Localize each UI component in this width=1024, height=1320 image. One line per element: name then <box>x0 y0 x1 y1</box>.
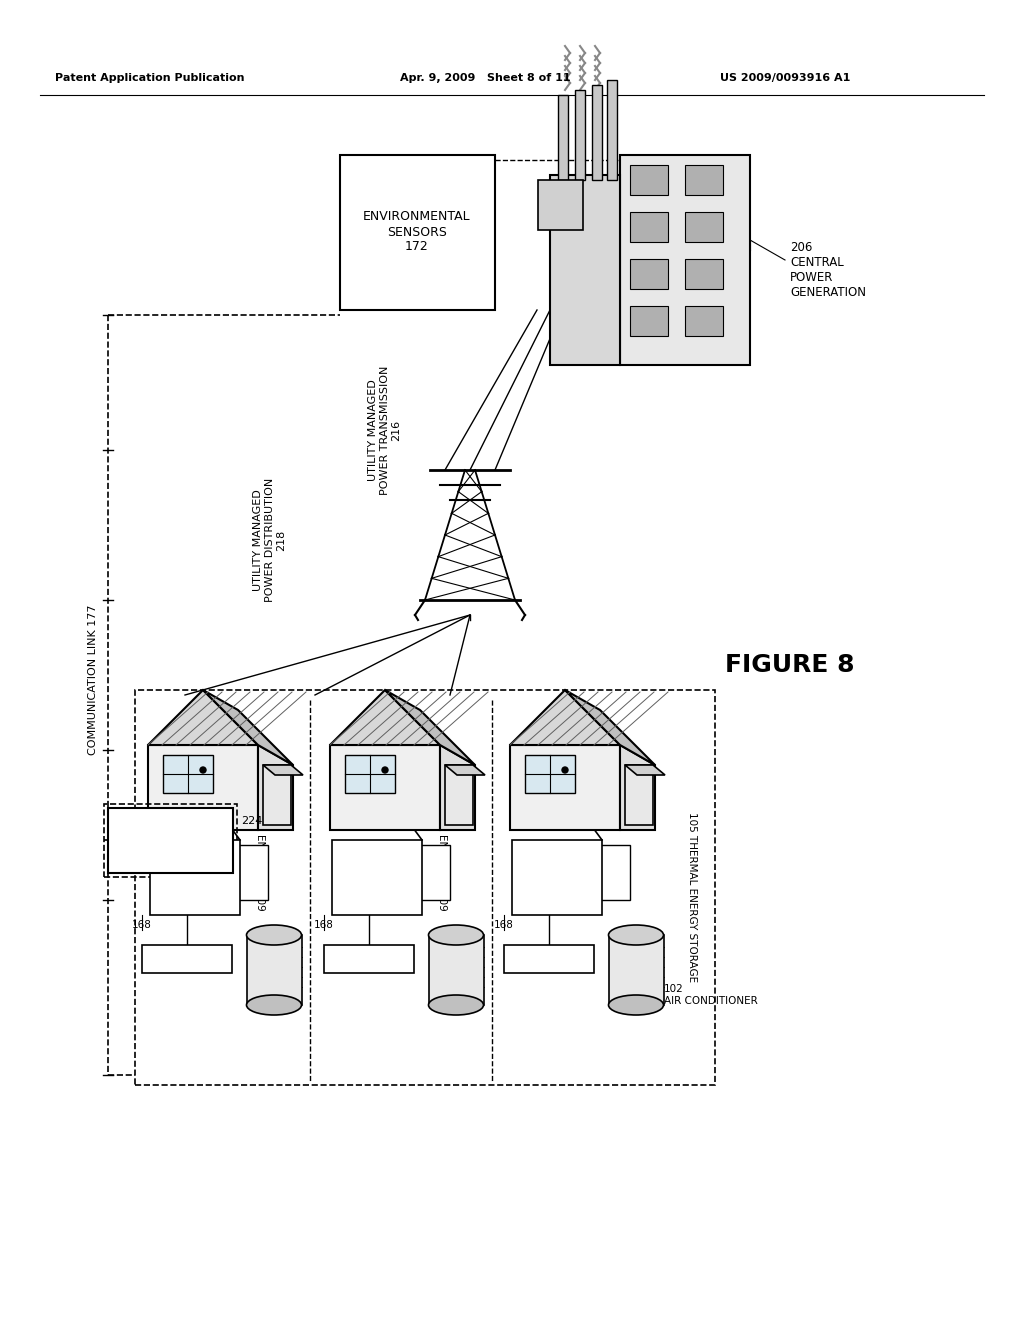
Bar <box>504 945 594 973</box>
Bar <box>625 766 653 825</box>
Ellipse shape <box>428 995 483 1015</box>
Ellipse shape <box>247 925 301 945</box>
Text: 168: 168 <box>314 920 334 931</box>
Text: 105 THERMAL ENERGY STORAGE: 105 THERMAL ENERGY STORAGE <box>687 812 697 982</box>
Bar <box>525 755 575 793</box>
Ellipse shape <box>428 925 483 945</box>
Bar <box>630 306 668 337</box>
Bar <box>685 306 723 337</box>
Text: 102
AIR CONDITIONER: 102 AIR CONDITIONER <box>664 985 758 1006</box>
Text: UTILITY MANAGED
POWER DISTRIBUTION
218: UTILITY MANAGED POWER DISTRIBUTION 218 <box>253 478 287 602</box>
Bar <box>630 259 668 289</box>
Bar <box>512 840 602 915</box>
Polygon shape <box>258 744 293 830</box>
Circle shape <box>382 767 388 774</box>
Bar <box>592 84 602 180</box>
Polygon shape <box>385 690 475 766</box>
Bar <box>429 935 484 1005</box>
Ellipse shape <box>608 925 664 945</box>
Text: 206
CENTRAL
POWER
GENERATION: 206 CENTRAL POWER GENERATION <box>790 242 866 300</box>
Polygon shape <box>445 766 485 775</box>
Bar <box>630 213 668 242</box>
Text: 172: 172 <box>243 851 261 862</box>
Circle shape <box>200 767 206 774</box>
Bar <box>108 808 233 873</box>
Polygon shape <box>620 744 655 830</box>
Text: CONTROLLER: CONTROLLER <box>514 954 584 964</box>
Bar <box>148 744 258 830</box>
Text: CONTROLLER: CONTROLLER <box>152 954 222 964</box>
Bar <box>233 845 268 900</box>
Text: 172: 172 <box>605 851 624 862</box>
Bar <box>247 935 302 1005</box>
Text: 102: 102 <box>264 990 284 1001</box>
Bar <box>685 213 723 242</box>
Polygon shape <box>148 690 258 744</box>
Circle shape <box>562 767 568 774</box>
Bar <box>135 690 715 1085</box>
Bar <box>104 804 237 876</box>
Text: END-USER 109: END-USER 109 <box>437 834 447 911</box>
Bar <box>550 176 620 366</box>
Ellipse shape <box>247 995 301 1015</box>
Bar <box>445 766 473 825</box>
Text: 102: 102 <box>626 990 646 1001</box>
Bar <box>415 845 450 900</box>
Polygon shape <box>625 766 665 775</box>
Bar <box>620 154 750 366</box>
Bar <box>558 95 568 180</box>
Bar <box>595 845 630 900</box>
Text: 168: 168 <box>494 920 514 931</box>
Text: ENVIRONMENTAL
SENSORS
172: ENVIRONMENTAL SENSORS 172 <box>364 210 471 253</box>
Bar <box>575 90 585 180</box>
Text: 172: 172 <box>368 898 386 908</box>
Text: Patent Application Publication: Patent Application Publication <box>55 73 245 83</box>
Bar <box>685 259 723 289</box>
Bar <box>150 840 240 915</box>
Text: 224: 224 <box>241 816 262 826</box>
Bar <box>330 744 440 830</box>
Bar <box>163 755 213 793</box>
Bar <box>340 154 495 310</box>
Bar <box>630 165 668 195</box>
Text: 172: 172 <box>185 898 205 908</box>
Bar <box>263 766 291 825</box>
Bar <box>332 840 422 915</box>
Bar <box>685 165 723 195</box>
Text: THIRD PARTY
MANAGEMENT CONTROL: THIRD PARTY MANAGEMENT CONTROL <box>105 829 234 851</box>
Ellipse shape <box>608 995 664 1015</box>
Text: US 2009/0093916 A1: US 2009/0093916 A1 <box>720 73 850 83</box>
Text: ENVIRONMENTAL
SENSORS: ENVIRONMENTAL SENSORS <box>153 861 238 883</box>
Bar <box>538 180 583 230</box>
Bar <box>510 744 620 830</box>
Bar <box>609 935 664 1005</box>
Text: COMMUNICATION LINK 177: COMMUNICATION LINK 177 <box>88 605 98 755</box>
Polygon shape <box>510 690 620 744</box>
Text: ENVIRONMENTAL
SENSORS: ENVIRONMENTAL SENSORS <box>515 861 599 883</box>
Text: ENVIRONMENTAL
SENSORS: ENVIRONMENTAL SENSORS <box>335 861 419 883</box>
Text: END-USER 109: END-USER 109 <box>255 834 265 911</box>
Polygon shape <box>263 766 303 775</box>
Polygon shape <box>203 690 293 766</box>
Text: Apr. 9, 2009   Sheet 8 of 11: Apr. 9, 2009 Sheet 8 of 11 <box>400 73 570 83</box>
Text: 172: 172 <box>425 851 443 862</box>
Polygon shape <box>330 690 440 744</box>
Polygon shape <box>440 744 475 830</box>
Text: UTILITY MANAGED
POWER TRANSMISSION
216: UTILITY MANAGED POWER TRANSMISSION 216 <box>369 366 401 495</box>
Bar <box>607 81 617 180</box>
Text: FIGURE 8: FIGURE 8 <box>725 653 855 677</box>
Polygon shape <box>565 690 655 766</box>
Bar <box>345 755 395 793</box>
Text: 168: 168 <box>132 920 152 931</box>
Text: CONTROLLER: CONTROLLER <box>334 954 404 964</box>
Bar <box>324 945 414 973</box>
Text: 172: 172 <box>548 898 566 908</box>
Text: 102: 102 <box>446 990 466 1001</box>
Bar <box>142 945 232 973</box>
